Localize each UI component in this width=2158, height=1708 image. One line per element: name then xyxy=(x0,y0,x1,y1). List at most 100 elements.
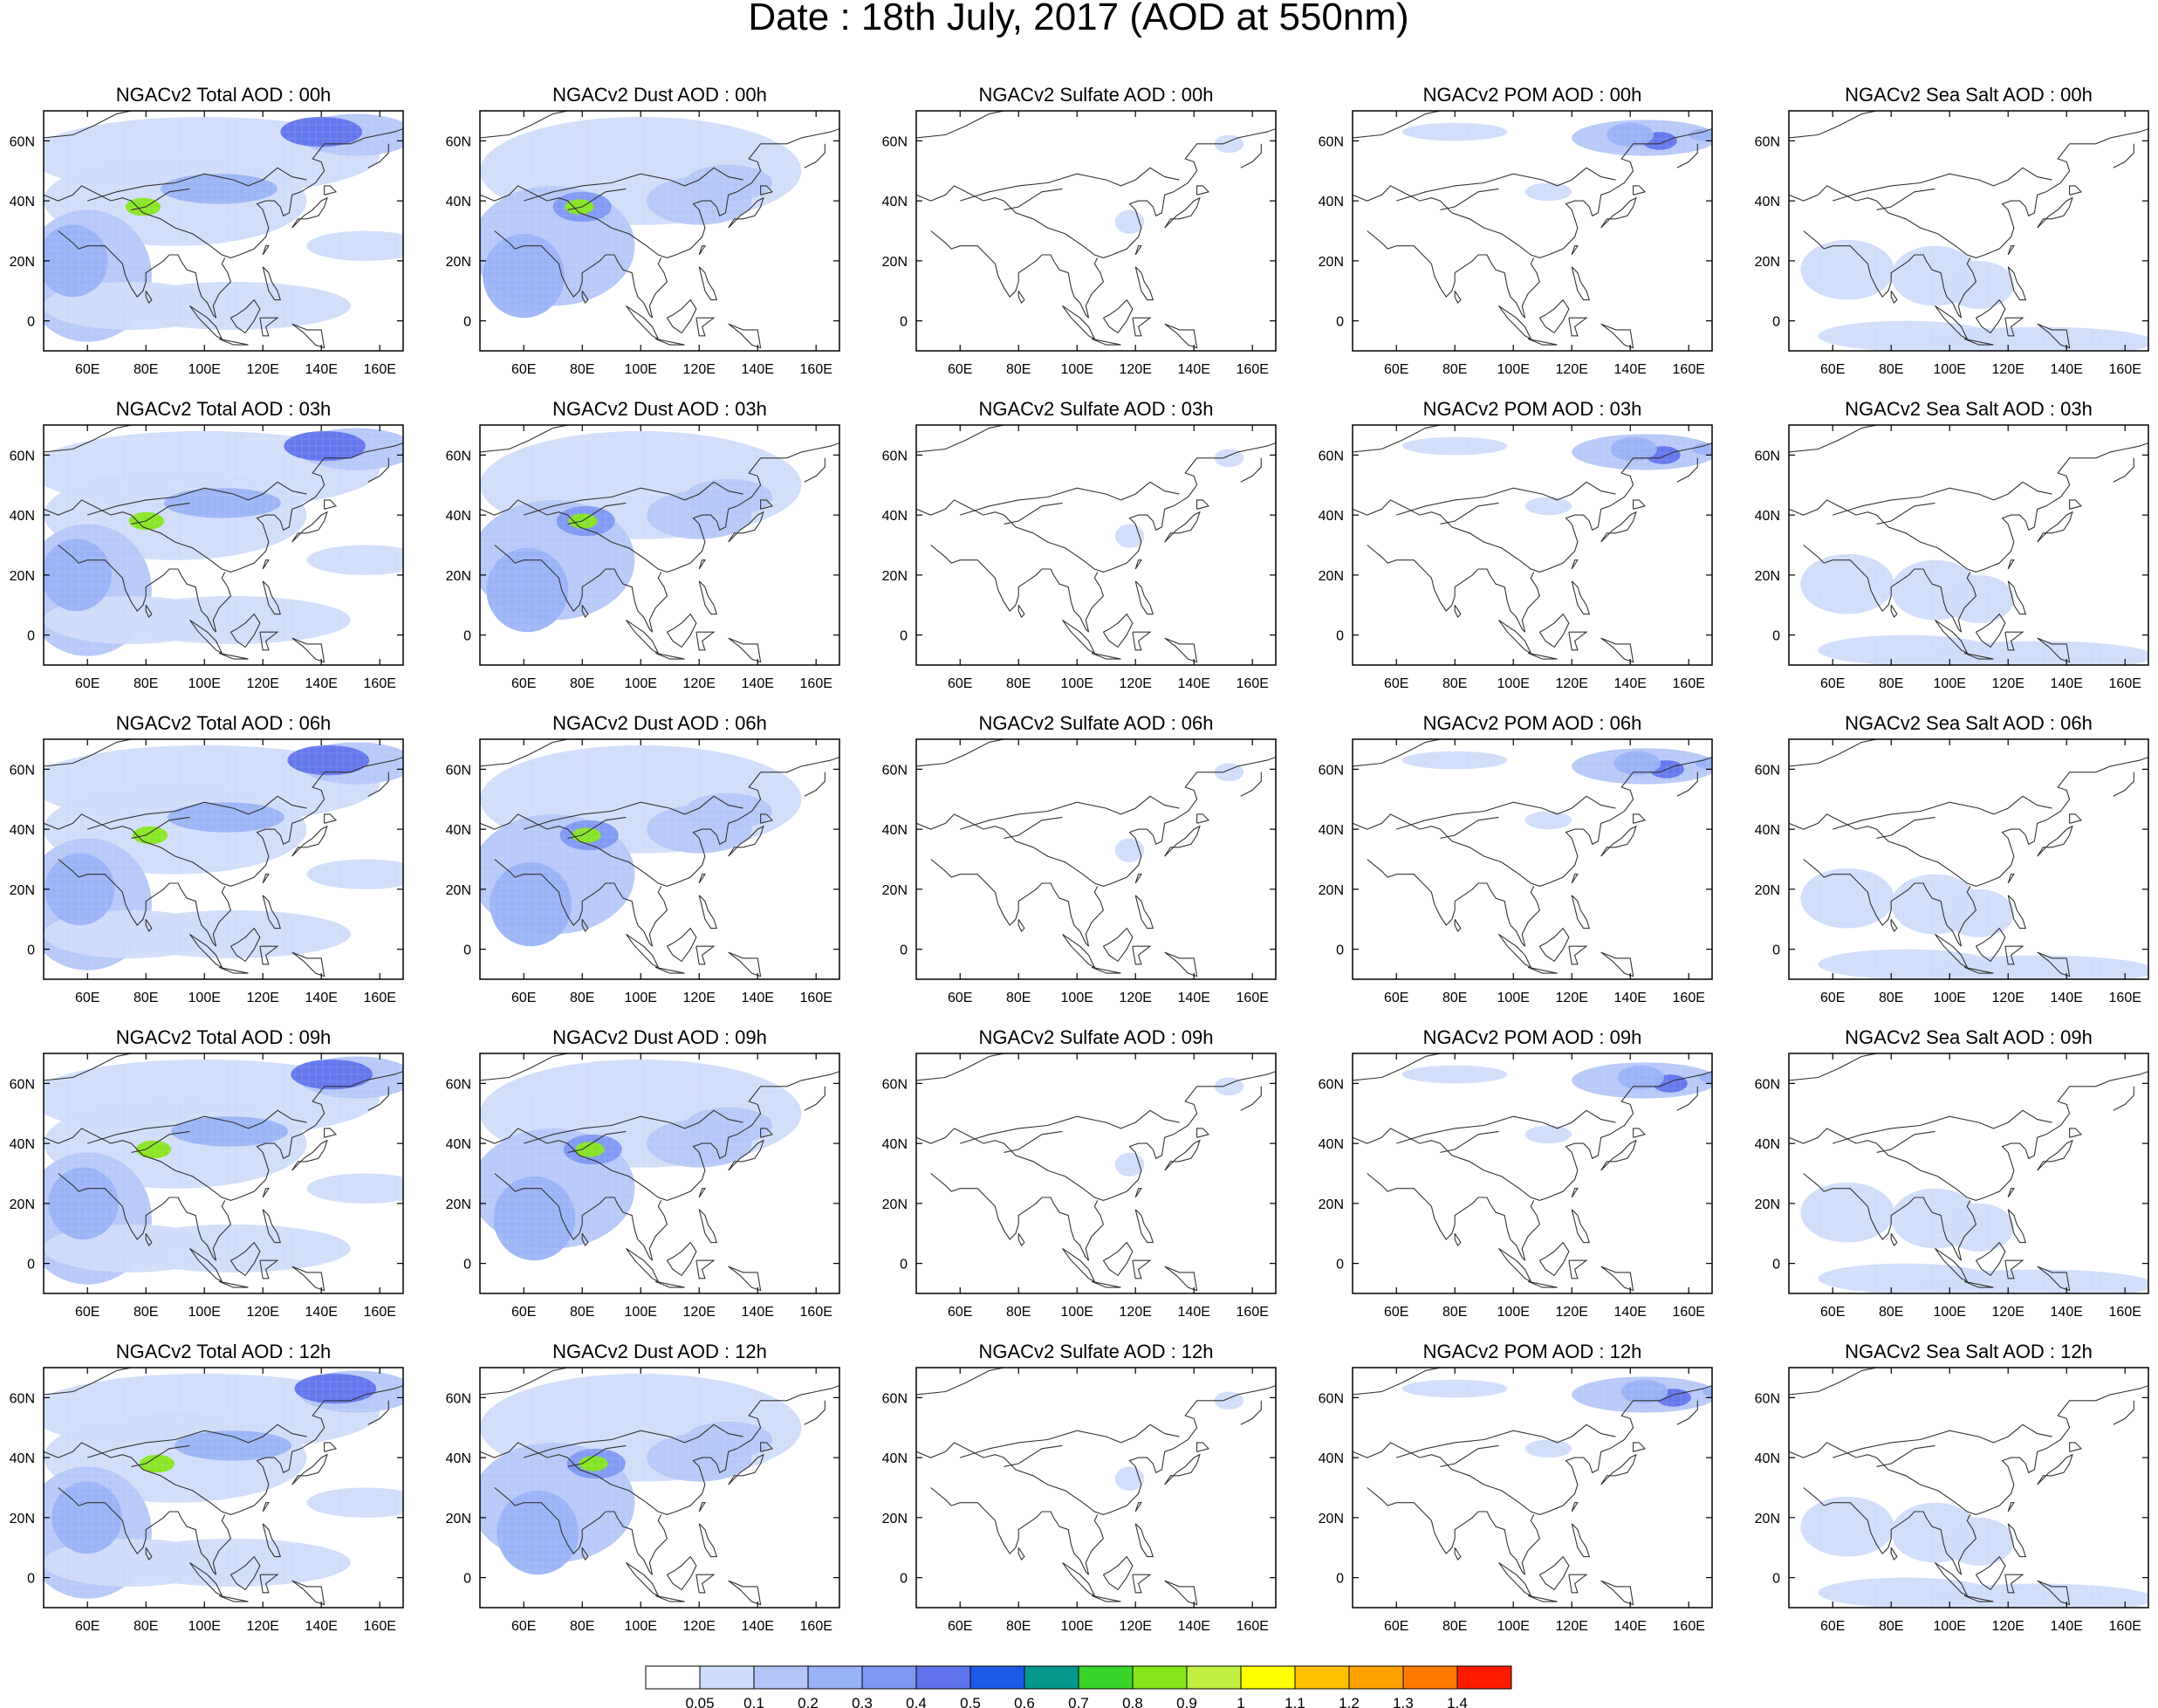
coastline xyxy=(728,1453,764,1485)
lat-tick-label: 0 xyxy=(27,629,35,644)
coastline xyxy=(1876,1130,1935,1153)
map-panel-dust-0: NGACv2 Dust AOD : 00h 60E 80E 100E 120E 140E 1… xyxy=(446,84,840,377)
coastline xyxy=(480,1071,839,1201)
coastline xyxy=(2069,1442,2083,1452)
lat-tick-label: 60N xyxy=(882,1077,908,1092)
lat-tick-label: 0 xyxy=(900,943,908,958)
colorbar-swatch xyxy=(1402,1665,1458,1690)
map-frame xyxy=(1788,1367,2149,1609)
coastline xyxy=(1164,1139,1201,1171)
coastline xyxy=(1975,613,2006,648)
lon-tick-label: 80E xyxy=(134,676,158,691)
coastline xyxy=(2069,499,2083,510)
coastline xyxy=(189,619,223,655)
coastline xyxy=(567,1444,627,1467)
coastline xyxy=(1963,1280,1994,1288)
coastline xyxy=(1454,919,1462,932)
lon-tick-label: 100E xyxy=(1061,991,1093,1005)
colorbar-label: 1.2 xyxy=(1339,1695,1360,1708)
coastline xyxy=(1164,1580,1198,1606)
map-panel-seasalt-4: NGACv2 Sea Salt AOD : 12h 60E 80E 100E 120E 1… xyxy=(1755,1341,2149,1634)
lon-tick-label: 80E xyxy=(570,991,594,1005)
lon-tick-label: 100E xyxy=(625,1305,657,1320)
coastline xyxy=(581,1233,589,1246)
coastline xyxy=(262,266,282,301)
map-frame xyxy=(1788,424,2149,666)
coastline xyxy=(654,338,685,346)
coastline xyxy=(2113,772,2134,797)
coastline xyxy=(1568,1574,1588,1594)
lon-tick-label: 140E xyxy=(2051,1619,2083,1634)
coastline xyxy=(1134,1502,1142,1513)
coastline xyxy=(2007,245,2015,256)
coastlines xyxy=(44,425,403,663)
lat-tick-label: 20N xyxy=(446,883,471,898)
aod-field xyxy=(1789,425,2148,665)
coastline xyxy=(1521,1514,1541,1575)
panel-title: NGACv2 Total AOD : 06h xyxy=(116,712,332,734)
coastline xyxy=(1975,1241,2006,1277)
coastline xyxy=(916,128,1276,258)
colorbar: 0.05 0.1 0.2 0.3 0.4 0.5 0.6 0.7 0.8 0.9 1 1.1 1.2 1.… xyxy=(645,1665,1512,1708)
coastline xyxy=(916,1385,1276,1515)
lat-tick-label: 40N xyxy=(446,509,471,524)
coastline xyxy=(626,1561,660,1597)
panel-title: NGACv2 POM AOD : 09h xyxy=(1423,1026,1642,1048)
lon-tick-label: 140E xyxy=(1178,362,1210,377)
lat-tick-label: 20N xyxy=(1755,569,1780,584)
lon-tick-label: 80E xyxy=(134,1619,158,1634)
coastline xyxy=(291,951,325,977)
coastline xyxy=(567,502,627,525)
lon-tick-label: 100E xyxy=(1061,676,1093,691)
coastline xyxy=(626,305,660,340)
lon-tick-label: 100E xyxy=(625,1619,657,1634)
coastline xyxy=(1571,1188,1579,1198)
coastline xyxy=(131,502,190,525)
coastline xyxy=(87,1109,307,1144)
lon-tick-label: 140E xyxy=(2051,1305,2083,1320)
lat-tick-label: 20N xyxy=(1319,883,1344,898)
lat-tick-label: 60N xyxy=(1755,134,1780,149)
coastline xyxy=(2007,895,2027,929)
colorbar-swatch xyxy=(1186,1665,1242,1690)
coastline xyxy=(1600,511,1637,543)
coastline xyxy=(2007,1188,2015,1198)
coastline xyxy=(1975,1555,2006,1591)
coastline xyxy=(1164,196,1201,229)
coastline xyxy=(494,1487,653,1575)
lat-tick-label: 60N xyxy=(882,1391,908,1406)
map-frame xyxy=(43,110,404,352)
lon-tick-label: 160E xyxy=(1237,991,1269,1005)
coastlines xyxy=(44,1053,403,1292)
coastline xyxy=(212,257,232,319)
coastline xyxy=(145,605,153,618)
lon-tick-label: 120E xyxy=(247,1305,279,1320)
coastline xyxy=(44,1385,403,1515)
coastline xyxy=(581,1547,589,1561)
map-frame xyxy=(915,424,1277,666)
map-panel-total-4: NGACv2 Total AOD : 12h 60E 80E 100E 120E 140E… xyxy=(10,1341,404,1634)
lat-tick-label: 0 xyxy=(463,629,471,644)
coastline xyxy=(145,1233,153,1246)
lon-tick-label: 160E xyxy=(800,1305,832,1320)
lat-tick-label: 40N xyxy=(1755,823,1780,838)
lon-tick-label: 100E xyxy=(1497,676,1530,691)
coastline xyxy=(1004,188,1063,210)
coastline xyxy=(1196,1128,1210,1138)
coastline xyxy=(1134,895,1154,929)
coastline xyxy=(44,1053,205,1081)
colorbar-swatch xyxy=(1294,1665,1350,1690)
lon-tick-label: 60E xyxy=(1820,1305,1845,1320)
coastline xyxy=(1571,245,1579,256)
coastline xyxy=(1498,1247,1532,1283)
coastline xyxy=(1935,619,1969,655)
map-frame xyxy=(43,738,404,980)
map-frame xyxy=(479,110,840,352)
coastline xyxy=(44,739,205,767)
lon-tick-label: 120E xyxy=(247,991,279,1005)
coastlines xyxy=(1353,1053,1712,1292)
coastline xyxy=(930,230,1089,319)
lon-tick-label: 140E xyxy=(1614,1305,1647,1320)
panel-title: NGACv2 Sea Salt AOD : 09h xyxy=(1845,1026,2093,1048)
coastline xyxy=(1890,605,1898,618)
